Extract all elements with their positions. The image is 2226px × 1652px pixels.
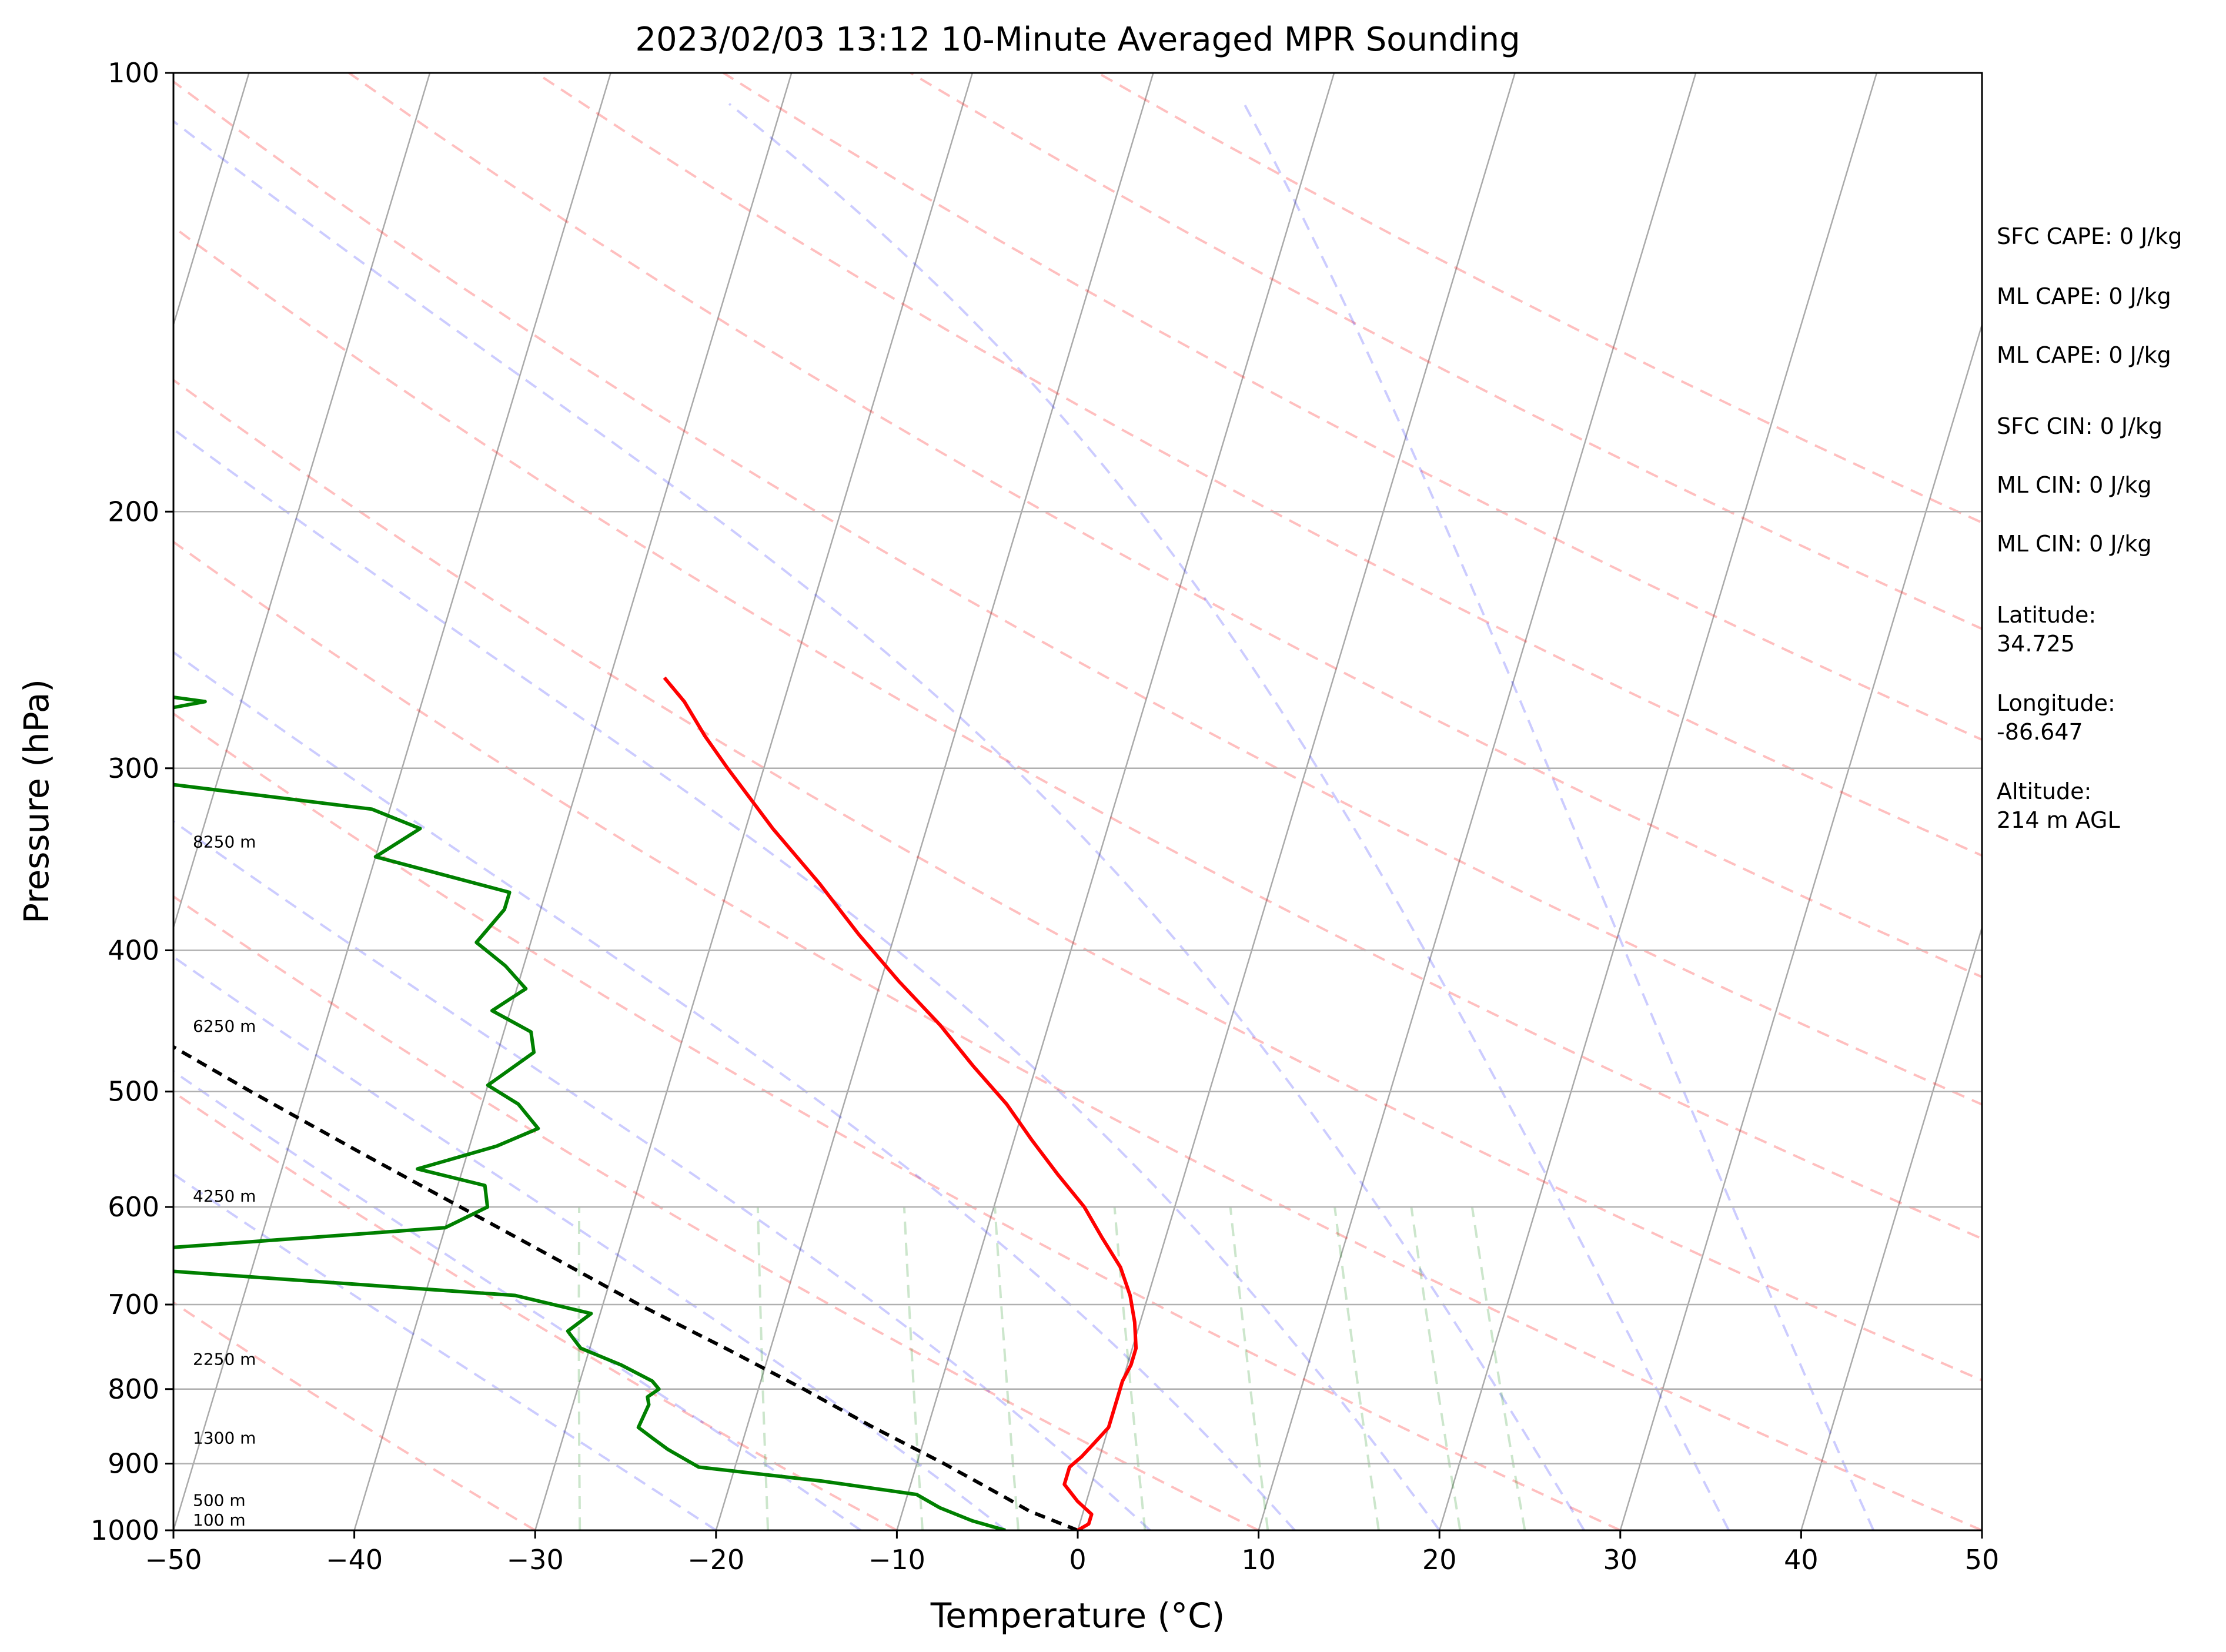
info-panel: SFC CAPE: 0 J/kg ML CAPE: 0 J/kg ML CAPE… (1997, 223, 2182, 833)
isotherm-line (1800, 925, 1982, 1530)
sounding-profiles (173, 676, 1138, 1530)
isotherm-line (715, 73, 1154, 1530)
x-tick-label: −40 (326, 1544, 383, 1576)
x-tick-label: 30 (1603, 1544, 1638, 1576)
isotherm-line (1258, 73, 1697, 1530)
isotherm-line (1077, 73, 1516, 1530)
isotherm-line (173, 73, 611, 1530)
y-tick-label: 700 (108, 1289, 159, 1320)
dry-adiabat-line (173, 540, 1982, 1530)
y-tick-label: 300 (108, 753, 159, 784)
dry-adiabat-line (173, 225, 1982, 1240)
x-axis-label: Temperature (°C) (930, 1596, 1225, 1636)
moist-adiabat-line (173, 1070, 862, 1530)
ml-cape-text-1: ML CAPE: 0 J/kg (1997, 283, 2171, 309)
y-tick-label: 400 (108, 935, 159, 967)
ml-cape-text-2: ML CAPE: 0 J/kg (1997, 342, 2171, 368)
x-tick-label: −20 (687, 1544, 744, 1576)
mixing-ratio-line (1229, 1206, 1269, 1530)
mixing-ratio-line (577, 1206, 581, 1530)
isotherm-line (173, 73, 431, 931)
dry-adiabat-line (173, 1301, 536, 1530)
mixing-ratio-line (1113, 1206, 1147, 1530)
y-tick-label: 1000 (91, 1514, 159, 1546)
sfc-cin-text: SFC CIN: 0 J/kg (1997, 413, 2163, 439)
ml-cin-text-1: ML CIN: 0 J/kg (1997, 472, 2151, 498)
reference-lines (173, 73, 1982, 1530)
isotherm-line (353, 73, 793, 1530)
dry-adiabat-line (173, 80, 1982, 1106)
dewpoint-profile-line (173, 695, 1006, 1530)
moist-adiabat-line (173, 820, 1151, 1530)
altitude-value: 214 m AGL (1997, 807, 2120, 833)
isotherm-line (896, 73, 1335, 1530)
y-axis-label: Pressure (hPa) (16, 679, 56, 924)
latitude-label: Latitude: (1997, 602, 2096, 628)
dry-adiabat-line (173, 712, 1621, 1530)
chart-title: 2023/02/03 13:12 10-Minute Averaged MPR … (635, 21, 1520, 59)
longitude-value: -86.647 (1997, 719, 2083, 745)
parcel-path-line (173, 1045, 1079, 1530)
dry-adiabat-line (535, 73, 1982, 857)
moist-adiabat-line (1243, 103, 1875, 1530)
x-tick-label: 20 (1422, 1544, 1457, 1576)
moist-adiabat-line (173, 651, 1296, 1530)
x-tick-label: 40 (1784, 1544, 1819, 1576)
x-tick-label: 10 (1241, 1544, 1276, 1576)
x-tick-label: 50 (1965, 1544, 2000, 1576)
y-tick-label: 100 (108, 57, 159, 89)
y-axis-ticks: 100 200 300 400 500 600 700 800 900 1000 (91, 57, 173, 1546)
moist-adiabat-line (173, 119, 1586, 1530)
mixing-ratio-line (1333, 1206, 1380, 1530)
height-label: 4250 m (193, 1186, 256, 1206)
dry-adiabat-line (348, 73, 1982, 979)
moist-adiabat-line (173, 427, 1440, 1530)
x-tick-label: 0 (1069, 1544, 1086, 1576)
dry-adiabat-line (723, 73, 1982, 741)
isotherm-line (1439, 73, 1878, 1530)
height-label: 6250 m (193, 1016, 256, 1036)
height-label: 100 m (193, 1510, 246, 1530)
y-tick-label: 200 (108, 496, 159, 527)
sfc-cape-text: SFC CAPE: 0 J/kg (1997, 223, 2182, 249)
height-label: 1300 m (193, 1429, 256, 1448)
mixing-ratio-line (756, 1206, 770, 1530)
isotherm-line (1619, 322, 1982, 1530)
height-label: 2250 m (193, 1350, 256, 1369)
y-tick-label: 900 (108, 1448, 159, 1480)
y-tick-label: 800 (108, 1373, 159, 1405)
y-tick-label: 500 (108, 1076, 159, 1108)
isotherm-line (173, 73, 250, 327)
x-axis-ticks: −50 −40 −30 −20 −10 0 10 20 30 40 50 (145, 1530, 1999, 1576)
temperature-profile-line (663, 676, 1138, 1530)
pressure-gridlines (173, 511, 1982, 1464)
mixing-ratio-line (1470, 1206, 1526, 1530)
dry-adiabat-line (173, 895, 1259, 1530)
ml-cin-text-2: ML CIN: 0 J/kg (1997, 531, 2151, 557)
height-label: 8250 m (193, 832, 256, 852)
height-label: 500 m (193, 1490, 246, 1510)
mixing-ratio-line (994, 1206, 1020, 1530)
x-tick-label: −10 (868, 1544, 925, 1576)
altitude-label: Altitude: (1997, 778, 2091, 804)
latitude-value: 34.725 (1997, 631, 2075, 657)
y-tick-label: 600 (108, 1191, 159, 1223)
x-tick-label: −50 (145, 1544, 202, 1576)
dry-adiabat-line (173, 1091, 898, 1530)
dry-adiabat-line (173, 378, 1982, 1382)
mixing-ratio-line (1410, 1206, 1462, 1530)
longitude-label: Longitude: (1997, 690, 2115, 716)
mixing-ratio-line (903, 1206, 924, 1530)
moist-adiabat-line (728, 102, 1730, 1530)
x-tick-label: −30 (507, 1544, 564, 1576)
